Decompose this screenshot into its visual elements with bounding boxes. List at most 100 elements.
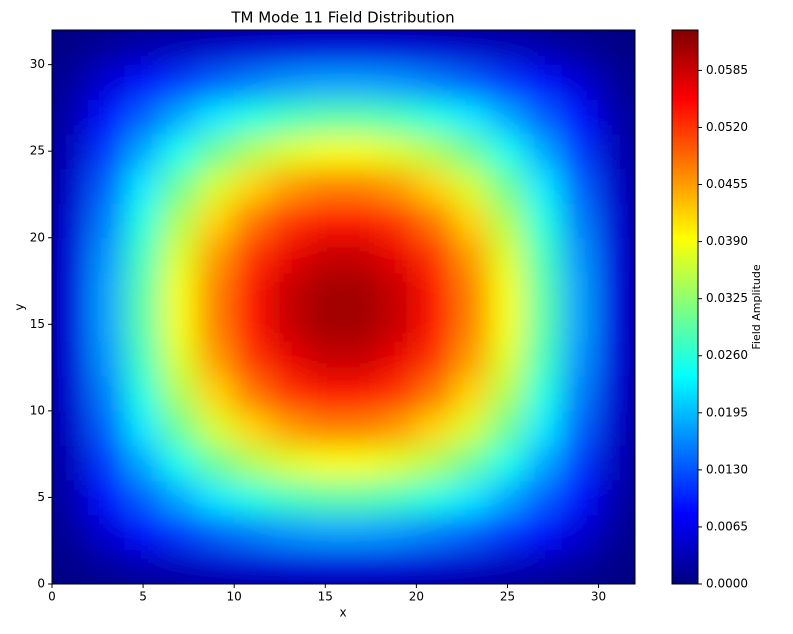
heatmap-cell xyxy=(197,271,235,308)
heatmap-cell xyxy=(87,237,126,273)
y-tick-label: 5 xyxy=(37,490,45,504)
plot-frame xyxy=(51,29,636,585)
heatmap-cell xyxy=(87,30,126,66)
y-tick-label: 20 xyxy=(30,230,45,244)
heatmap-cell xyxy=(306,375,344,412)
heatmap-cell xyxy=(197,64,235,100)
heatmap-cell xyxy=(233,410,272,446)
heatmap-cell xyxy=(197,306,235,343)
heatmap-cell xyxy=(197,445,235,481)
heatmap-cell xyxy=(598,410,635,446)
heatmap-cell xyxy=(160,410,199,446)
heatmap-cell xyxy=(52,202,89,239)
heatmap-cell xyxy=(452,64,490,100)
heatmap-cell xyxy=(525,514,563,550)
heatmap-cell xyxy=(525,64,563,100)
heatmap-cell xyxy=(197,375,235,412)
heatmap-cell xyxy=(561,168,600,204)
heatmap-cell xyxy=(488,375,527,412)
heatmap-cell xyxy=(561,445,600,481)
heatmap-cell xyxy=(270,202,308,239)
heatmap-cell xyxy=(452,271,490,308)
heatmap-cell xyxy=(525,479,563,516)
heatmap-cell xyxy=(452,306,490,343)
heatmap-cell xyxy=(52,168,89,204)
heatmap-cell xyxy=(160,445,199,481)
heatmap-cell xyxy=(452,98,490,135)
heatmap-cell xyxy=(343,375,381,412)
x-tick-label: 15 xyxy=(318,590,333,604)
heatmap-cell xyxy=(124,133,162,169)
heatmap-cell xyxy=(52,341,89,377)
heatmap-cell xyxy=(87,271,126,308)
heatmap-cell xyxy=(197,30,235,66)
heatmap-cell xyxy=(52,479,89,516)
heatmap-cell xyxy=(598,202,635,239)
heatmap-cell xyxy=(488,98,527,135)
heatmap-cell xyxy=(87,64,126,100)
heatmap-cell xyxy=(124,479,162,516)
y-axis-label: y xyxy=(13,303,27,310)
heatmap-cell xyxy=(87,341,126,377)
heatmap-cell xyxy=(561,341,600,377)
heatmap-cell xyxy=(343,514,381,550)
heatmap-cell xyxy=(306,133,344,169)
heatmap-cell xyxy=(525,237,563,273)
heatmap-cell xyxy=(415,341,454,377)
heatmap-cell xyxy=(233,237,272,273)
heatmap-cell xyxy=(598,30,635,66)
heatmap-cell xyxy=(87,168,126,204)
heatmap-cell xyxy=(270,133,308,169)
heatmap-cell xyxy=(343,237,381,273)
colorbar xyxy=(671,29,699,585)
heatmap-cell xyxy=(488,341,527,377)
heatmap-cell xyxy=(233,133,272,169)
colorbar-tick-label: 0.0390 xyxy=(706,234,748,248)
heatmap-cell xyxy=(233,445,272,481)
y-tick-label: 15 xyxy=(30,317,45,331)
heatmap-cell xyxy=(561,479,600,516)
heatmap-cell xyxy=(233,479,272,516)
colorbar-tick-label: 0.0585 xyxy=(706,63,748,77)
heatmap-cell xyxy=(488,514,527,550)
heatmap-cell xyxy=(561,133,600,169)
heatmap-cell xyxy=(598,64,635,100)
heatmap-cell xyxy=(415,168,454,204)
heatmap-cell xyxy=(306,410,344,446)
heatmap-cell xyxy=(160,237,199,273)
x-tick-label: 30 xyxy=(591,590,606,604)
heatmap-cell xyxy=(379,514,417,550)
heatmap-cell xyxy=(160,64,199,100)
heatmap-cell xyxy=(598,514,635,550)
heatmap-cell xyxy=(52,306,89,343)
heatmap-cell xyxy=(452,548,490,584)
heatmap-cell xyxy=(488,271,527,308)
heatmap-cell xyxy=(160,479,199,516)
heatmap-cell xyxy=(197,202,235,239)
heatmap-cell xyxy=(160,514,199,550)
heatmap-cell xyxy=(87,410,126,446)
heatmap-cell xyxy=(525,445,563,481)
heatmap-cell xyxy=(488,237,527,273)
heatmap-cell xyxy=(452,410,490,446)
heatmap-cell xyxy=(452,168,490,204)
colorbar-tick-label: 0.0130 xyxy=(706,462,748,476)
heatmap-cell xyxy=(270,168,308,204)
heatmap-cell xyxy=(52,514,89,550)
heatmap-cell xyxy=(379,98,417,135)
heatmap-cell xyxy=(343,133,381,169)
heatmap-cell xyxy=(52,271,89,308)
heatmap-cell xyxy=(525,306,563,343)
x-tick-label: 25 xyxy=(500,590,515,604)
heatmap-cell xyxy=(270,64,308,100)
heatmap-cell xyxy=(379,168,417,204)
heatmap-cell xyxy=(160,133,199,169)
heatmap-cell xyxy=(124,168,162,204)
heatmap-cell xyxy=(233,548,272,584)
heatmap-cell xyxy=(52,548,89,584)
x-tick-label: 0 xyxy=(48,590,56,604)
heatmap-cell xyxy=(87,375,126,412)
heatmap-cell xyxy=(270,306,308,343)
heatmap-cell xyxy=(488,479,527,516)
